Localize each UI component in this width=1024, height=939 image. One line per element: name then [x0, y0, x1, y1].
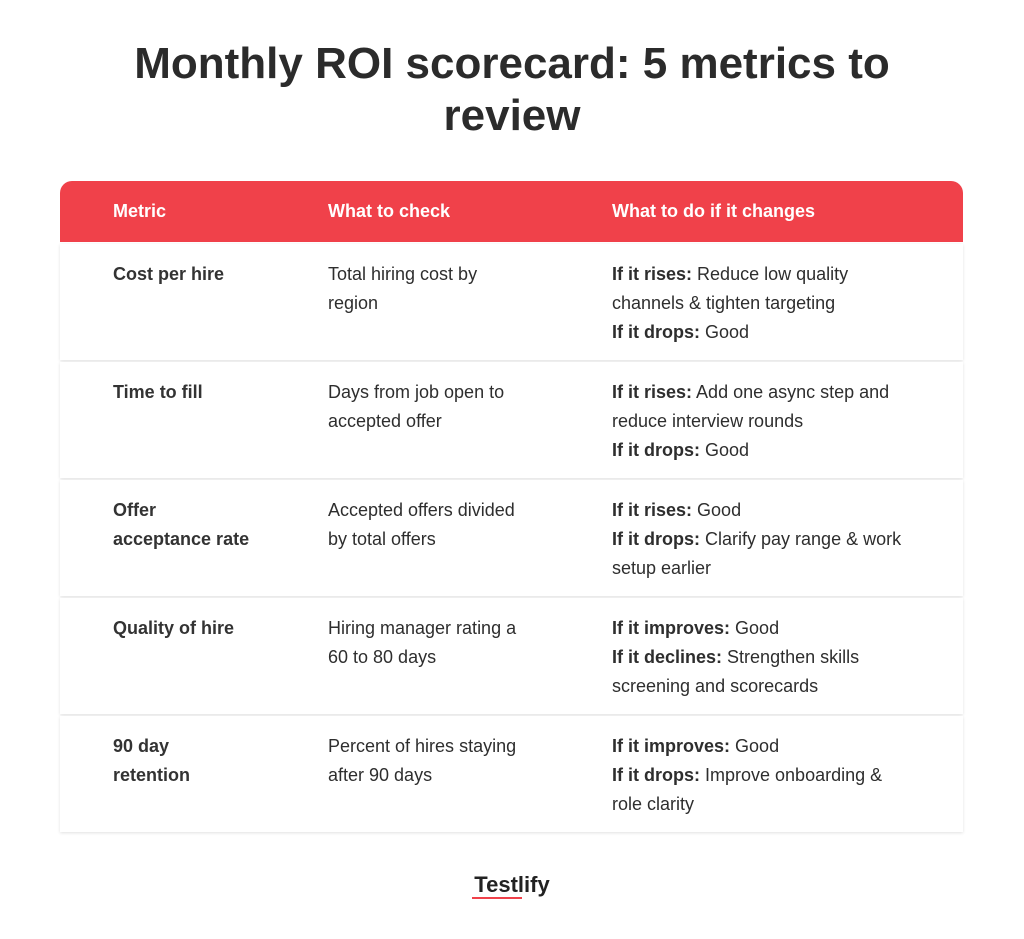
check-cell: Accepted offers divided by total offers [328, 496, 578, 554]
check-text: Total hiring cost by [328, 264, 478, 284]
action-label: If it drops: [612, 765, 700, 785]
action-item: If it rises: Reduce low quality channels… [612, 260, 912, 318]
action-label: If it drops: [612, 529, 700, 549]
action-text: Strengthen skills screening and scorecar… [612, 647, 860, 696]
action-item: If it drops: Good [612, 436, 912, 465]
action-cell: If it rises: Reduce low quality channels… [612, 260, 912, 347]
action-item: If it improves: Good [612, 732, 912, 761]
metric-text: Cost per hire [113, 264, 225, 284]
check-text: Percent of hires staying [328, 736, 517, 756]
action-text: Add one async step and reduce interview … [612, 382, 890, 431]
check-text: after 90 days [328, 765, 433, 785]
metric-cell: Quality of hire [113, 614, 303, 643]
check-cell: Hiring manager rating a 60 to 80 days [328, 614, 578, 672]
metric-cell: Time to fill [113, 378, 303, 407]
metric-cell: 90 day retention [113, 732, 303, 790]
action-text: Good [735, 736, 780, 756]
check-cell: Total hiring cost by region [328, 260, 578, 318]
table-header: Metric What to check What to do if it chan… [60, 181, 963, 242]
metric-text: retention [113, 765, 191, 785]
column-header: What to do if it changes [612, 201, 815, 221]
table-row: Time to fill Days from job open to accepte… [60, 362, 963, 478]
check-text: by total offers [328, 529, 436, 549]
action-text: Improve onboarding & role clarity [612, 765, 883, 814]
action-item: If it drops: Clarify pay range & work se… [612, 525, 912, 583]
metric-cell: Cost per hire [113, 260, 303, 289]
action-label: If it declines: [612, 647, 723, 667]
metric-text: Quality of hire [113, 618, 235, 638]
action-item: If it rises: Add one async step and redu… [612, 378, 912, 436]
action-text: Good [705, 322, 750, 342]
check-text: Hiring manager rating a [328, 618, 517, 638]
check-text: Days from job open to [328, 382, 505, 402]
metric-cell: Offer acceptance rate [113, 496, 303, 554]
column-header: Metric [113, 201, 167, 221]
action-label: If it rises: [612, 264, 693, 284]
table-row: 90 day retention Percent of hires staying a… [60, 716, 963, 832]
metric-text: acceptance rate [113, 529, 250, 549]
action-text: Clarify pay range & work setup earlier [612, 529, 902, 578]
action-item: If it rises: Good [612, 496, 912, 525]
action-item: If it drops: Improve onboarding & role c… [612, 761, 912, 819]
action-label: If it improves: [612, 736, 731, 756]
action-cell: If it improves: Good If it declines: Stre… [612, 614, 912, 701]
action-text: Good [705, 440, 750, 460]
action-item: If it drops: Good [612, 318, 912, 347]
action-label: If it rises: [612, 382, 693, 402]
metric-text: 90 day [113, 736, 170, 756]
action-text: Reduce low quality channels & tighten ta… [612, 264, 849, 313]
action-item: If it declines: Strengthen skills screen… [612, 643, 912, 701]
table-row: Offer acceptance rate Accepted offers divi… [60, 480, 963, 596]
logo: Testlify [474, 872, 550, 897]
check-text: Accepted offers divided [328, 500, 515, 520]
logo-underline [472, 897, 522, 899]
action-text: Good [697, 500, 742, 520]
action-cell: If it rises: Add one async step and redu… [612, 378, 912, 465]
table-row: Quality of hire Hiring manager rating a 60… [60, 598, 963, 714]
check-text: 60 to 80 days [328, 647, 437, 667]
table: Metric What to check What to do if it chan… [60, 181, 963, 832]
check-cell: Days from job open to accepted offer [328, 378, 578, 436]
check-cell: Percent of hires staying after 90 days [328, 732, 578, 790]
action-cell: If it improves: Good If it drops: Improve… [612, 732, 912, 819]
action-label: If it improves: [612, 618, 731, 638]
table-row: Cost per hire Total hiring cost by region I… [60, 244, 963, 360]
check-text: accepted offer [328, 411, 442, 431]
action-item: If it improves: Good [612, 614, 912, 643]
metric-text: Time to fill [113, 382, 203, 402]
action-label: If it rises: [612, 500, 693, 520]
metric-text: Offer [113, 500, 157, 520]
action-label: If it drops: [612, 440, 700, 460]
column-header: What to check [328, 201, 451, 221]
action-label: If it drops: [612, 322, 700, 342]
check-text: region [328, 293, 379, 313]
title: Monthly ROI scorecard: 5 metrics to revi… [134, 39, 890, 140]
action-text: Good [735, 618, 780, 638]
action-cell: If it rises: Good If it drops: Clarify pa… [612, 496, 912, 583]
